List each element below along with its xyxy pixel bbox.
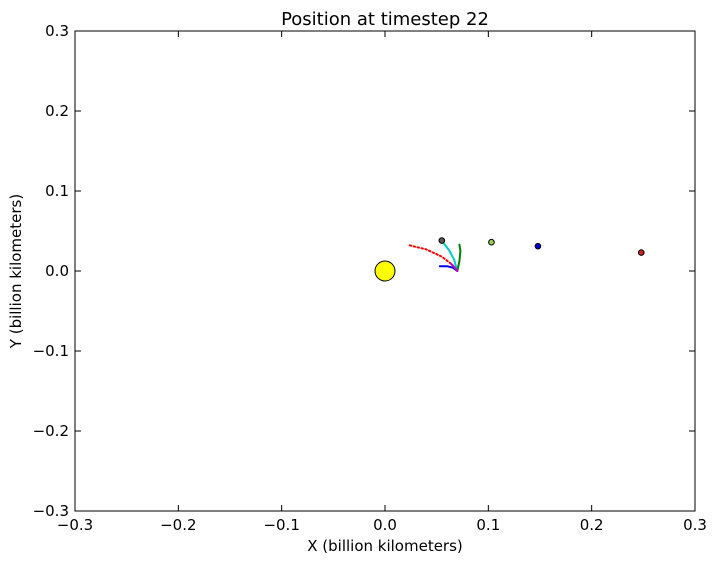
chart-title: Position at timestep 22 (281, 9, 489, 30)
y-tick-label: −0.1 (33, 342, 69, 360)
axis-ticks: −0.3 −0.2 −0.1 0.0 0.1 0.2 0.3 −0.3 −0.2 −0.1 0.0 0… (33, 22, 707, 534)
sun-point (374, 260, 396, 282)
planet-point (488, 238, 495, 246)
trail-line (441, 241, 459, 272)
y-tick-label: 0.3 (45, 22, 69, 40)
y-axis-label: Y (billion kilometers) (7, 194, 25, 349)
x-axis-label: X (billion kilometers) (307, 537, 463, 555)
y-tick-label: 0.1 (45, 182, 69, 200)
x-tick-label: −0.2 (160, 516, 196, 534)
planet-point (438, 237, 446, 244)
x-tick-label: −0.1 (263, 516, 299, 534)
y-tick-label: 0.0 (45, 262, 69, 280)
trail-line (456, 243, 462, 272)
trail-line (450, 262, 459, 272)
trails-layer (408, 241, 462, 272)
x-tick-label: −0.3 (57, 516, 93, 534)
x-tick-label: 0.2 (580, 516, 604, 534)
y-tick-label: −0.2 (33, 422, 69, 440)
bodies-layer (374, 237, 645, 282)
x-tick-label: 0.3 (683, 516, 707, 534)
planet-point (637, 249, 645, 256)
planet-point (534, 242, 542, 250)
y-tick-label: −0.3 (33, 502, 69, 520)
x-tick-label: 0.1 (476, 516, 500, 534)
y-tick-label: 0.2 (45, 102, 69, 120)
x-tick-label: 0.0 (373, 516, 397, 534)
